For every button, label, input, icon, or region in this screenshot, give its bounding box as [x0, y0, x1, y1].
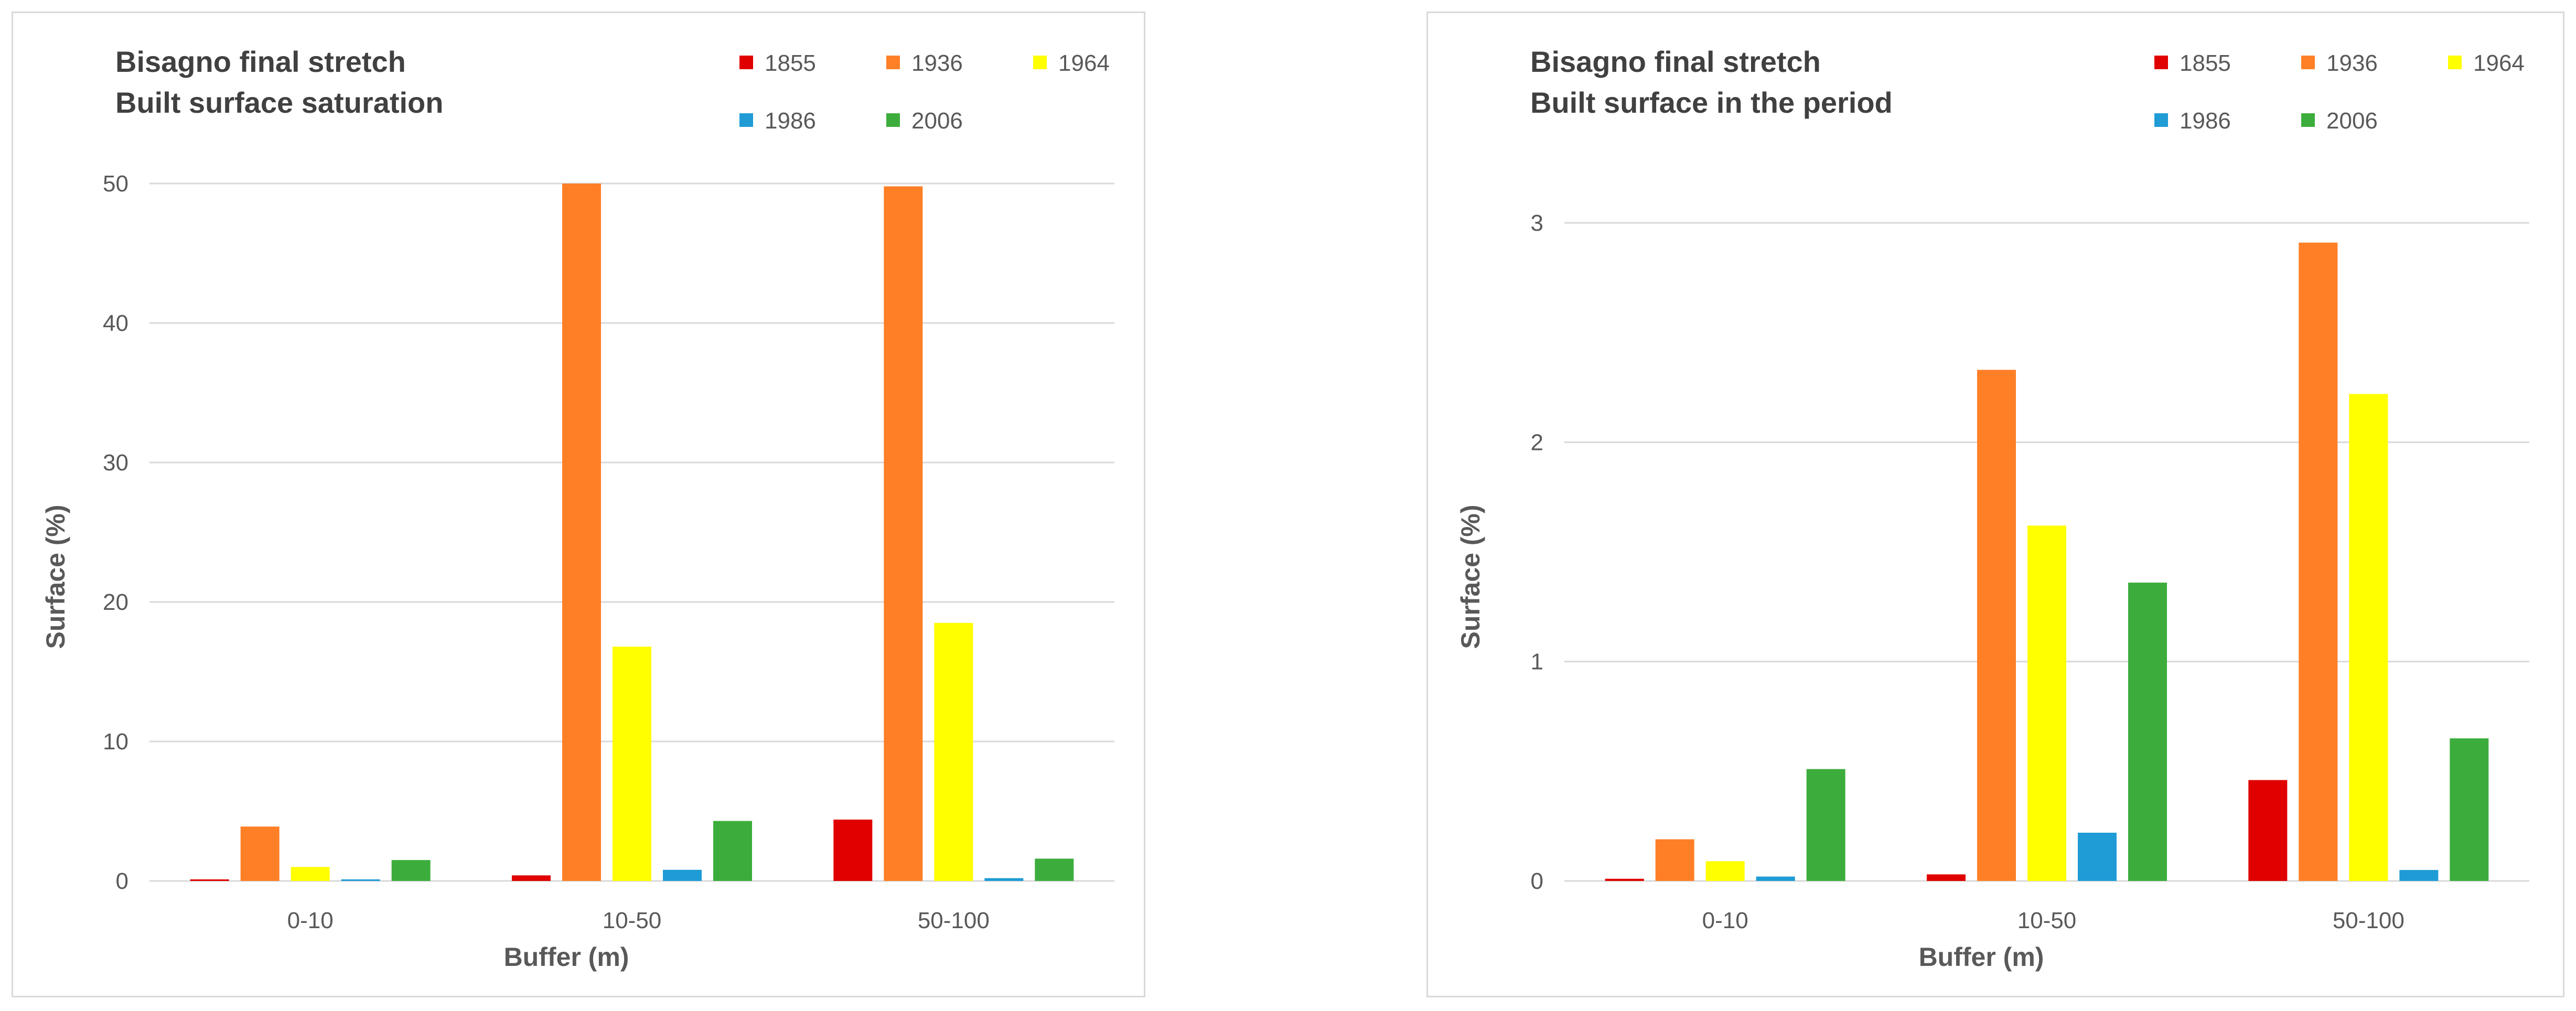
y-tick-label: 3 [1531, 210, 1543, 236]
bars [1605, 242, 2489, 881]
bar-1936-50-100 [2299, 242, 2338, 881]
legend-label: 1936 [911, 50, 963, 76]
legend-item-1986: 1986 [739, 108, 816, 134]
legend: 1855 1936 1964 1986 2006 [739, 50, 1110, 134]
bar-1964-0-10 [291, 867, 330, 881]
y-tick-label: 30 [103, 450, 128, 476]
x-tick-label: 0-10 [287, 908, 334, 933]
chart-title: Bisagno final stretch [115, 45, 406, 78]
bar-1936-0-10 [240, 826, 280, 881]
tick-labels: 0 10 20 30 40 50 0-10 10-50 50-100 [103, 171, 990, 933]
y-tick-label: 20 [103, 589, 128, 615]
legend-swatch [886, 56, 900, 69]
legend-swatch [2301, 113, 2315, 127]
x-tick-label: 50-100 [2333, 908, 2405, 933]
legend-label: 2006 [2326, 108, 2378, 134]
bar-1964-50-100 [2349, 394, 2388, 881]
bars [190, 184, 1074, 881]
legend-swatch [1033, 56, 1047, 69]
legend-item-1936: 1936 [886, 50, 963, 76]
bar-1855-0-10 [1605, 878, 1644, 881]
bar-1855-10-50 [512, 875, 551, 881]
bar-2006-0-10 [391, 860, 431, 881]
x-tick-label: 50-100 [918, 908, 990, 933]
chart-svg: 0 10 20 30 40 50 0-10 10-50 50-100 Bisagno final… [41, 45, 1114, 972]
legend-item-1986: 1986 [2154, 108, 2231, 134]
bar-1986-50-100 [2399, 870, 2439, 881]
bar-1986-0-10 [1756, 876, 1795, 881]
y-axis-title: Surface (%) [41, 504, 70, 649]
y-tick-label: 50 [103, 171, 128, 197]
legend-swatch [739, 113, 753, 127]
chart-subtitle: Built surface saturation [115, 86, 443, 119]
legend-item-1855: 1855 [739, 50, 816, 76]
chart-subtitle: Built surface in the period [1530, 86, 1893, 119]
bar-2006-50-100 [2450, 738, 2489, 881]
y-tick-label: 10 [103, 729, 128, 755]
legend-item-1936: 1936 [2301, 50, 2378, 76]
bar-2006-10-50 [713, 821, 752, 881]
legend-label: 1936 [2326, 50, 2378, 76]
y-tick-label: 0 [1531, 868, 1543, 894]
y-tick-label: 1 [1531, 649, 1543, 675]
legend-label: 2006 [911, 108, 963, 134]
bar-1964-10-50 [613, 647, 651, 881]
bar-1964-50-100 [934, 622, 973, 881]
bar-2006-50-100 [1035, 858, 1074, 881]
legend-label: 1986 [765, 108, 816, 134]
legend-swatch [739, 56, 753, 69]
legend-label: 1855 [2180, 50, 2231, 76]
x-tick-label: 0-10 [1702, 908, 1748, 933]
bar-1986-0-10 [341, 879, 380, 881]
bar-1855-10-50 [1927, 874, 1966, 881]
x-axis-title: Buffer (m) [1919, 942, 2044, 972]
legend-label: 1964 [1058, 50, 1110, 76]
bar-1855-0-10 [190, 879, 229, 881]
bar-1936-50-100 [884, 186, 923, 881]
bar-1986-10-50 [2078, 832, 2117, 881]
x-tick-label: 10-50 [2017, 908, 2077, 933]
legend-swatch [2154, 56, 2168, 69]
chart-title: Bisagno final stretch [1530, 45, 1821, 78]
legend-swatch [2448, 56, 2462, 69]
bar-1964-0-10 [1705, 861, 1745, 881]
legend-label: 1986 [2180, 108, 2231, 134]
bar-1936-0-10 [1655, 839, 1694, 881]
y-tick-label: 0 [116, 868, 128, 894]
chart-svg: 0 1 2 3 0-10 10-50 50-100 Bisagno final stretc… [1456, 45, 2529, 972]
bar-1855-50-100 [833, 819, 873, 881]
bar-2006-0-10 [1806, 769, 1845, 881]
x-axis-title: Buffer (m) [504, 942, 629, 972]
y-axis-title: Surface (%) [1456, 504, 1485, 649]
bar-1964-10-50 [2027, 525, 2066, 881]
legend: 1855 1936 1964 1986 2006 [2154, 50, 2525, 134]
x-tick-label: 10-50 [603, 908, 662, 933]
tick-labels: 0 1 2 3 0-10 10-50 50-100 [1531, 210, 2405, 933]
legend-swatch [2301, 56, 2315, 69]
legend-swatch [2154, 113, 2168, 127]
legend-label: 1964 [2473, 50, 2525, 76]
chart-built-surface-in-period: 0 1 2 3 0-10 10-50 50-100 Bisagno final stretc… [1426, 12, 2564, 997]
bar-1986-10-50 [663, 869, 702, 881]
chart-built-surface-saturation: 0 10 20 30 40 50 0-10 10-50 50-100 Bisagno final… [12, 12, 1145, 997]
bar-2006-10-50 [2128, 583, 2167, 881]
y-tick-label: 2 [1531, 429, 1543, 455]
legend-item-1964: 1964 [2448, 50, 2525, 76]
legend-item-1855: 1855 [2154, 50, 2231, 76]
y-tick-label: 40 [103, 310, 128, 336]
bar-1855-50-100 [2248, 780, 2288, 881]
bar-1986-50-100 [984, 878, 1024, 881]
legend-item-1964: 1964 [1033, 50, 1110, 76]
bar-1936-10-50 [1977, 370, 2016, 881]
bar-1936-10-50 [562, 184, 601, 881]
legend-item-2006: 2006 [886, 108, 963, 134]
legend-item-2006: 2006 [2301, 108, 2378, 134]
legend-label: 1855 [765, 50, 816, 76]
legend-swatch [886, 113, 900, 127]
